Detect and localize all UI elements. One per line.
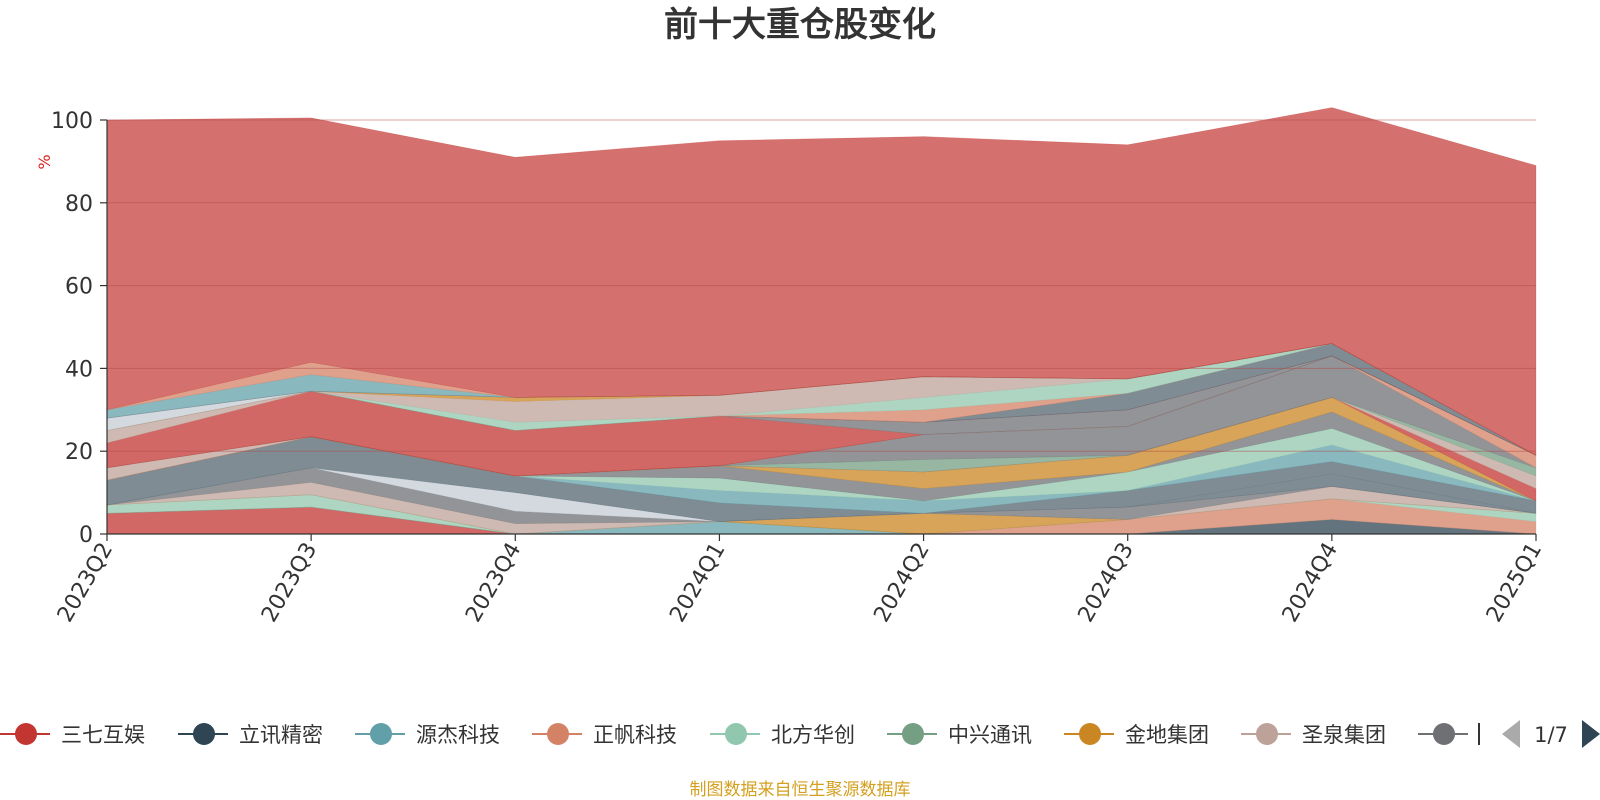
legend-item-中兴通讯[interactable]: 中兴通讯 bbox=[887, 723, 1032, 747]
legend-marker bbox=[725, 723, 747, 745]
legend-item-金地集团[interactable]: 金地集团 bbox=[1064, 723, 1209, 747]
legend-marker bbox=[902, 723, 924, 745]
legend-label: 三七互娱 bbox=[61, 723, 145, 747]
legend-label: 金地集团 bbox=[1125, 723, 1209, 747]
x-tick-label-2023Q3: 2023Q3 bbox=[257, 539, 322, 627]
legend-label: 源杰科技 bbox=[416, 723, 500, 747]
data-source-note: 制图数据来自恒生聚源数据库 bbox=[690, 780, 911, 800]
legend-label: 中兴通讯 bbox=[948, 723, 1032, 747]
legend-marker bbox=[193, 723, 215, 745]
area-北方华创 bbox=[106, 494, 1537, 535]
legend-label: 立讯精密 bbox=[239, 723, 323, 747]
legend-item-partial[interactable] bbox=[1418, 723, 1480, 745]
legend-marker bbox=[1256, 723, 1278, 745]
legend-label: 正帆科技 bbox=[593, 723, 677, 747]
area-生益科技 bbox=[106, 343, 1537, 456]
y-tick-label-100: 100 bbox=[51, 109, 93, 134]
grid-lines bbox=[107, 119, 1536, 452]
legend-item-圣泉集团[interactable]: 圣泉集团 bbox=[1241, 723, 1386, 747]
legend-item-北方华创[interactable]: 北方华创 bbox=[710, 723, 855, 747]
legend-item-源杰科技[interactable]: 源杰科技 bbox=[355, 723, 500, 747]
y-tick-label-80: 80 bbox=[65, 192, 93, 217]
legend-marker bbox=[15, 723, 37, 745]
area-series-group bbox=[106, 107, 1537, 535]
y-tick-label-20: 20 bbox=[65, 440, 93, 465]
legend-marker bbox=[547, 723, 569, 745]
y-tick-label-40: 40 bbox=[65, 357, 93, 382]
legend-page-indicator: 1/7 bbox=[1534, 723, 1568, 747]
legend-label: 圣泉集团 bbox=[1302, 723, 1386, 747]
legend-marker bbox=[1433, 723, 1455, 745]
y-tick-label-0: 0 bbox=[79, 523, 93, 548]
legend-item-三七互娱[interactable]: 三七互娱 bbox=[0, 723, 145, 747]
x-tick-label-2024Q3: 2024Q3 bbox=[1074, 539, 1139, 627]
legend-label: 北方华创 bbox=[771, 723, 855, 747]
legend-marker bbox=[1079, 723, 1101, 745]
x-tick-label-2023Q4: 2023Q4 bbox=[461, 539, 526, 627]
legend: 三七互娱 立讯精密 源杰科技 正帆科技 北方华创 中兴通讯 金地集团 圣泉集团 1/7 bbox=[0, 720, 1600, 748]
x-tick-label-2024Q4: 2024Q4 bbox=[1278, 539, 1343, 627]
chart-title: 前十大重仓股变化 bbox=[664, 5, 936, 45]
legend-label-clipped bbox=[1478, 723, 1480, 745]
legend-item-立讯精密[interactable]: 立讯精密 bbox=[178, 723, 323, 747]
x-tick-label-2024Q2: 2024Q2 bbox=[869, 539, 934, 627]
x-tick-label-2024Q1: 2024Q1 bbox=[665, 539, 730, 627]
y-tick-label-60: 60 bbox=[65, 275, 93, 300]
legend-item-正帆科技[interactable]: 正帆科技 bbox=[532, 723, 677, 747]
legend-next-page-icon[interactable] bbox=[1582, 720, 1600, 748]
legend-prev-page-icon[interactable] bbox=[1502, 720, 1520, 748]
y-axis-unit: % bbox=[35, 154, 54, 169]
x-tick-label-2025Q1: 2025Q1 bbox=[1482, 539, 1547, 627]
legend-marker bbox=[370, 723, 392, 745]
x-tick-label-2023Q2: 2023Q2 bbox=[53, 539, 118, 627]
